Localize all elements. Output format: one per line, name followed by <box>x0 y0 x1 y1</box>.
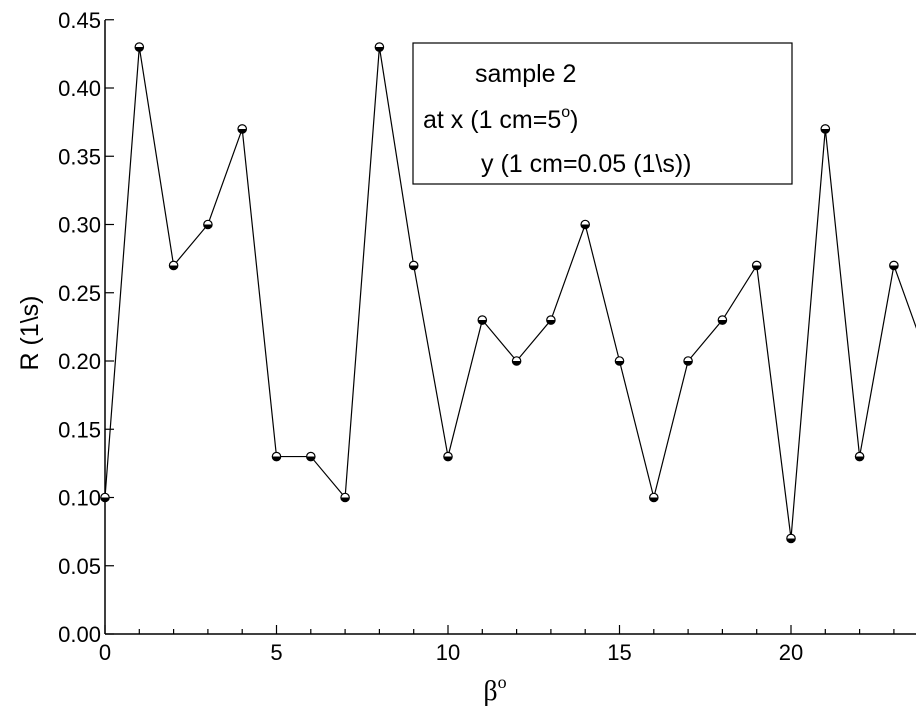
y-tick-label: 0.15 <box>58 417 101 442</box>
data-point <box>203 219 213 230</box>
legend-line-2-pre: at x (1 cm=5 <box>423 106 561 134</box>
x-tick-label: 15 <box>607 640 631 665</box>
data-point <box>546 315 556 325</box>
data-point <box>648 492 659 503</box>
y-tick-label: 0.20 <box>58 349 101 374</box>
legend-line-2: at x (1 cm=5o) <box>423 104 578 134</box>
tick-labels: 0.00 0.05 0.10 0.15 0.20 0.25 0.30 0.35 0.40 0.45… <box>58 8 803 665</box>
axes <box>104 20 916 635</box>
x-axis-label-degree: o <box>498 672 507 692</box>
y-tick-label: 0.25 <box>58 281 101 306</box>
legend-line-3: y (1 cm=0.05 (1\s)) <box>481 150 691 178</box>
data-point <box>443 451 453 462</box>
ticks <box>104 19 895 635</box>
x-axis-label: βo <box>483 672 506 707</box>
y-tick-label: 0.35 <box>58 144 101 169</box>
legend-box <box>412 42 793 185</box>
y-tick-label: 0.10 <box>58 486 101 511</box>
data-point <box>477 315 488 325</box>
data-point <box>580 219 590 230</box>
y-tick-label: 0.05 <box>58 554 101 579</box>
x-axis-label-symbol: β <box>483 676 497 707</box>
legend-line-1: sample 2 <box>475 60 576 88</box>
legend-line-2-post: ) <box>570 106 578 134</box>
data-point <box>751 260 762 271</box>
data-point <box>168 260 179 271</box>
data-point <box>889 260 899 271</box>
data-point <box>683 356 693 366</box>
data-point <box>511 356 522 366</box>
x-tick-label: 20 <box>779 640 803 665</box>
x-tick-label: 5 <box>270 640 282 665</box>
data-point <box>614 356 625 366</box>
data-point <box>408 260 419 271</box>
x-tick-label: 0 <box>99 640 111 665</box>
y-tick-label: 0.45 <box>58 8 101 33</box>
data-point <box>717 315 728 325</box>
data-point <box>100 492 110 503</box>
data-point <box>271 451 282 462</box>
x-tick-label: 10 <box>436 640 460 665</box>
y-tick-label: 0.30 <box>58 213 101 238</box>
data-point <box>854 451 865 462</box>
data-point <box>305 451 316 462</box>
y-tick-label: 0.00 <box>58 622 101 647</box>
data-point <box>786 533 796 544</box>
legend: sample 2 at x (1 cm=5o) y (1 cm=0.05 (1\… <box>412 42 793 185</box>
data-point <box>374 42 385 52</box>
y-axis-label: R (1\s) <box>16 296 44 371</box>
legend-line-2-degree: o <box>561 104 570 121</box>
data-point <box>820 124 831 134</box>
data-point <box>340 492 350 503</box>
y-tick-label: 0.40 <box>58 76 101 101</box>
data-point <box>237 124 247 134</box>
data-point <box>134 42 145 52</box>
series-group <box>100 42 916 544</box>
